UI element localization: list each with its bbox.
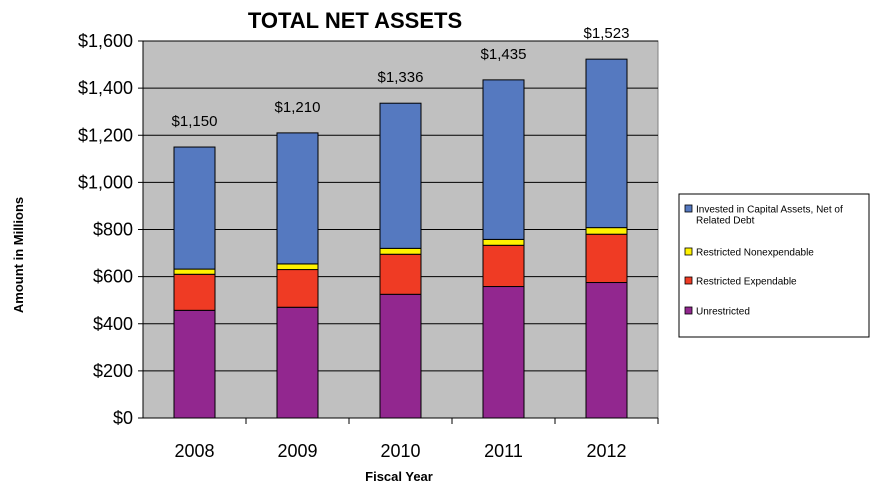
legend-label: Invested in Capital Assets, Net of	[696, 205, 843, 216]
y-tick-label: $0	[113, 408, 133, 428]
y-tick-label: $1,200	[78, 125, 133, 145]
x-tick-label: 2009	[277, 441, 317, 461]
legend-label: Related Debt	[696, 216, 755, 227]
bar-segment-restricted-expendable	[379, 253, 422, 295]
legend: Invested in Capital Assets, Net ofRelate…	[678, 193, 870, 338]
x-tick-label: 2010	[380, 441, 420, 461]
legend-swatch	[684, 204, 693, 213]
y-tick-label: $600	[93, 267, 133, 287]
bar-total-label: $1,336	[378, 69, 424, 86]
legend-swatch	[684, 276, 693, 285]
y-tick-label: $1,400	[78, 78, 133, 98]
bar-segment-restricted-nonexpendable	[482, 238, 525, 246]
legend-box	[678, 193, 870, 338]
bar-total-label: $1,523	[584, 25, 630, 42]
bar-segment-unrestricted	[379, 293, 422, 419]
x-tick-label: 2012	[586, 441, 626, 461]
bar-total-label: $1,150	[172, 113, 218, 130]
legend-label: Restricted Nonexpendable	[696, 248, 814, 259]
bar-segment-restricted-nonexpendable	[276, 263, 319, 271]
y-tick-label: $200	[93, 361, 133, 381]
x-tick-label: 2008	[174, 441, 214, 461]
y-tick-label: $1,600	[78, 31, 133, 51]
bar-total-label: $1,210	[275, 99, 321, 116]
bar-segment-restricted-nonexpendable	[173, 268, 216, 275]
bar-segment-invested-in-capital-assets-net-of-related-debt	[482, 79, 525, 240]
legend-swatch	[684, 247, 693, 256]
y-axis-label: Amount in Millions	[11, 197, 26, 313]
bar-segment-unrestricted	[482, 286, 525, 419]
bar-segment-unrestricted	[585, 282, 628, 419]
total-labels: $1,150 $1,210 $1,336 $1,435 $1,523	[172, 25, 630, 130]
chart-title: TOTAL NET ASSETS	[248, 8, 462, 33]
y-tick-label: $800	[93, 220, 133, 240]
bar-segment-restricted-nonexpendable	[379, 247, 422, 255]
bar-segment-unrestricted	[276, 306, 319, 419]
y-tick-label: $400	[93, 314, 133, 334]
x-axis-label: Fiscal Year	[365, 469, 433, 484]
bar-segment-restricted-expendable	[585, 233, 628, 284]
bar-segment-invested-in-capital-assets-net-of-related-debt	[173, 146, 216, 270]
x-tick-label: 2011	[484, 441, 523, 461]
bar-segment-unrestricted	[173, 309, 216, 419]
y-tick-labels: $0 $200 $400 $600 $800 $1,000 $1,200 $1,400 $1,6…	[78, 31, 133, 428]
x-tick-labels: 2008 2009 2010 2011 2012	[174, 441, 626, 461]
bars	[173, 58, 628, 419]
bar-segment-restricted-expendable	[173, 273, 216, 311]
bar-segment-restricted-expendable	[276, 269, 319, 308]
bar-segment-invested-in-capital-assets-net-of-related-debt	[276, 132, 319, 265]
y-tick-label: $1,000	[78, 172, 133, 192]
bar-segment-restricted-nonexpendable	[585, 227, 628, 235]
bar-total-label: $1,435	[481, 46, 527, 63]
axes	[138, 40, 659, 424]
legend-label: Restricted Expendable	[696, 277, 797, 288]
bar-segment-invested-in-capital-assets-net-of-related-debt	[379, 102, 422, 249]
bar-segment-restricted-expendable	[482, 244, 525, 288]
legend-swatch	[684, 306, 693, 315]
legend-label: Unrestricted	[696, 307, 750, 318]
bar-segment-invested-in-capital-assets-net-of-related-debt	[585, 58, 628, 229]
